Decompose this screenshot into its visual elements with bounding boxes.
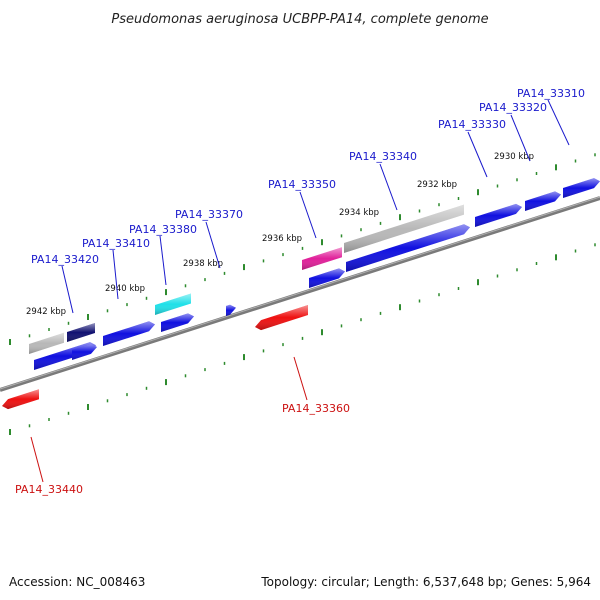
gene-feature-shading	[309, 268, 345, 288]
leader-line	[293, 356, 308, 401]
gene-label[interactable]: PA14_33410	[82, 237, 150, 250]
gene-feature-shading	[344, 204, 464, 253]
leader-line	[379, 163, 398, 211]
kbp-label: 2932 kbp	[417, 180, 457, 190]
gene-feature-shading	[255, 305, 308, 331]
gene-feature-shading	[103, 321, 155, 346]
kbp-label: 2940 kbp	[105, 284, 145, 294]
leader-line	[510, 114, 531, 162]
kbp-label: 2934 kbp	[339, 208, 379, 218]
gene-label[interactable]: PA14_33320	[479, 101, 547, 114]
gene-label[interactable]: PA14_33420	[31, 253, 99, 266]
kbp-label: 2930 kbp	[494, 152, 534, 162]
gene-label-leaders	[30, 99, 570, 483]
gene-label[interactable]: PA14_33340	[349, 150, 417, 163]
gene-feature-shading	[161, 313, 194, 332]
tick-track-bottom	[9, 243, 596, 435]
leader-line	[467, 131, 488, 178]
gene-feature-shading	[29, 332, 64, 354]
leader-line	[159, 235, 167, 286]
gene-feature-shading	[155, 293, 191, 315]
map-title: Pseudomonas aeruginosa UCBPP-PA14, compl…	[111, 12, 488, 27]
leader-line	[30, 436, 44, 483]
kbp-label: 2936 kbp	[262, 234, 302, 244]
leader-line	[547, 99, 570, 146]
gene-feature-shading	[226, 304, 236, 316]
backbone-line	[0, 196, 600, 392]
gene-feature-shading	[72, 343, 97, 360]
tick-track-top	[9, 153, 596, 345]
gene-label[interactable]: PA14_33370	[175, 208, 243, 221]
backbone-highlight	[0, 196, 600, 390]
accession-label: Accession: NC_008463	[9, 575, 145, 589]
gene-label[interactable]: PA14_33350	[268, 178, 336, 191]
gene-label[interactable]: PA14_33360	[282, 402, 350, 415]
leader-line	[299, 191, 317, 239]
kbp-label: 2938 kbp	[183, 259, 223, 269]
kbp-label: 2942 kbp	[26, 307, 66, 317]
leader-line	[112, 249, 119, 300]
gene-label[interactable]: PA14_33440	[15, 483, 83, 496]
backbone	[0, 196, 600, 392]
leader-line	[61, 265, 74, 314]
leader-line	[205, 221, 221, 269]
gene-features	[2, 178, 600, 410]
gene-feature-shading	[475, 203, 522, 227]
gene-label[interactable]: PA14_33380	[129, 223, 197, 236]
gene-feature-shading	[525, 191, 561, 211]
gene-feature-shading	[2, 389, 39, 410]
gene-feature-shading	[563, 178, 600, 198]
genome-summary: Topology: circular; Length: 6,537,648 bp…	[260, 575, 591, 589]
gene-feature-shading	[302, 247, 342, 270]
gene-feature-shading	[67, 323, 95, 342]
gene-labels: PA14_33420 PA14_33410 PA14_33380 PA14_33…	[15, 87, 585, 496]
gene-feature-shading	[346, 224, 470, 272]
kbp-labels: 2942 kbp 2940 kbp 2938 kbp 2936 kbp 2934…	[26, 152, 534, 317]
gene-label[interactable]: PA14_33310	[517, 87, 585, 100]
gene-label[interactable]: PA14_33330	[438, 118, 506, 131]
